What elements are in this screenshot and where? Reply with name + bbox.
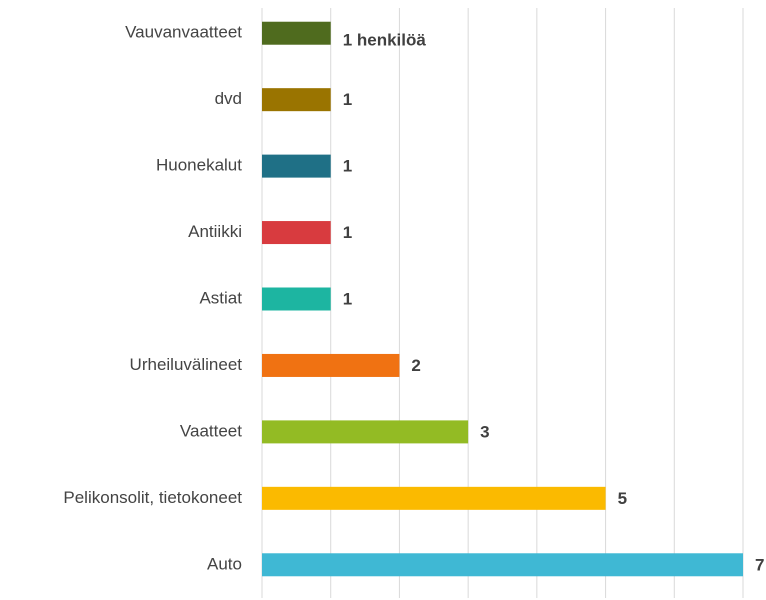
data-label: 5 bbox=[618, 489, 627, 508]
y-tick-label: dvd bbox=[215, 89, 242, 108]
bar bbox=[262, 486, 606, 510]
y-tick-label: Astiat bbox=[199, 288, 242, 307]
data-label: 3 bbox=[480, 422, 489, 441]
y-tick-label: Pelikonsolit, tietokoneet bbox=[63, 488, 242, 507]
y-tick-label: Huonekalut bbox=[156, 156, 242, 175]
bar bbox=[262, 420, 469, 444]
data-label: 7 bbox=[755, 555, 764, 574]
bar bbox=[262, 88, 331, 112]
data-label: 1 bbox=[343, 157, 352, 176]
data-label: 1 bbox=[343, 223, 352, 242]
data-label: 1 bbox=[343, 90, 352, 109]
bar bbox=[262, 21, 331, 45]
y-tick-label: Vaatteet bbox=[180, 421, 242, 440]
y-tick-label: Antiikki bbox=[188, 222, 242, 241]
data-label: 1 bbox=[343, 289, 352, 308]
y-tick-label: Vauvanvaatteet bbox=[125, 23, 242, 42]
bar bbox=[262, 287, 331, 311]
bar bbox=[262, 221, 331, 245]
bar bbox=[262, 154, 331, 178]
bar bbox=[262, 353, 400, 377]
y-tick-label: Urheiluvälineet bbox=[130, 355, 243, 374]
data-label: 2 bbox=[411, 356, 420, 375]
data-label: 1 henkilöä bbox=[343, 31, 427, 50]
bar bbox=[262, 553, 743, 577]
y-tick-label: Auto bbox=[207, 554, 242, 573]
